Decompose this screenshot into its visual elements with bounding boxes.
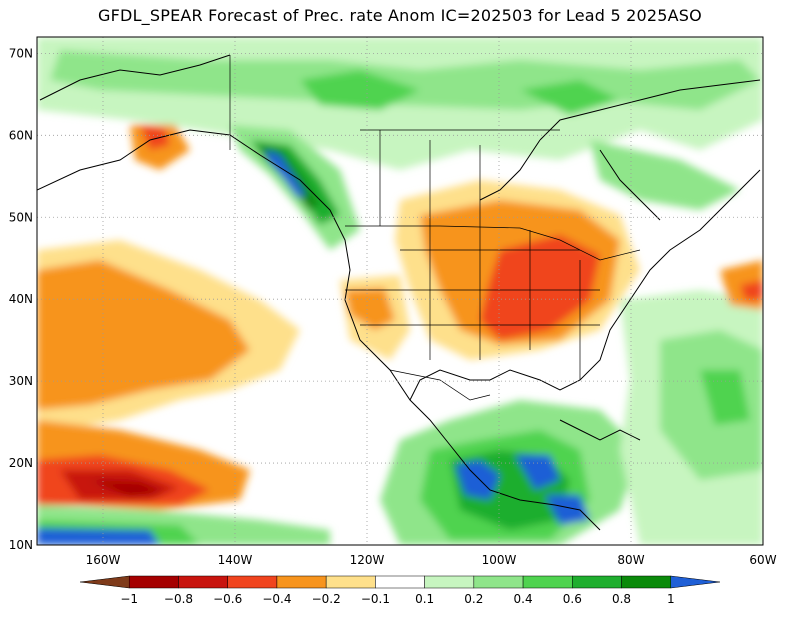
lon-label: 140W xyxy=(218,553,253,567)
latitude-labels: 70N 60N 50N 40N 30N 20N 10N xyxy=(9,46,33,552)
colorbar xyxy=(79,575,721,589)
colorbar-swatch xyxy=(522,575,573,589)
lat-label: 30N xyxy=(9,374,33,388)
lon-label: 60W xyxy=(749,553,776,567)
map-title: GFDL_SPEAR Forecast of Prec. rate Anom I… xyxy=(98,6,702,25)
colorbar-label: 0.1 xyxy=(415,592,434,606)
colorbar-label: 0.6 xyxy=(563,592,582,606)
lon-label: 160W xyxy=(86,553,121,567)
colorbar-label: −0.6 xyxy=(213,592,242,606)
lat-label: 70N xyxy=(9,46,33,60)
lat-label: 10N xyxy=(9,538,33,552)
lat-label: 40N xyxy=(9,292,33,306)
colorbar-label: 0.2 xyxy=(464,592,483,606)
colorbar-swatch xyxy=(276,575,327,589)
political-borders xyxy=(229,55,641,401)
colorbar-swatch xyxy=(572,575,622,589)
colorbar-label: 0.8 xyxy=(612,592,631,606)
colorbar-label: −0.8 xyxy=(164,592,193,606)
colorbar-swatch xyxy=(227,575,278,589)
lat-label: 60N xyxy=(9,128,33,142)
colorbar-swatch xyxy=(79,575,130,589)
colorbar-labels: −1 −0.8 −0.6 −0.4 −0.2 −0.1 0.1 0.2 0.4 0.6 0.8 1 xyxy=(120,592,674,606)
colorbar-swatch xyxy=(375,575,425,589)
lon-label: 100W xyxy=(482,553,517,567)
longitude-labels: 160W 140W 120W 100W 80W 60W xyxy=(86,553,777,567)
anomaly-field xyxy=(37,37,763,545)
lat-label: 50N xyxy=(9,210,33,224)
coastlines xyxy=(37,54,761,531)
colorbar-label: −0.4 xyxy=(262,592,291,606)
colorbar-swatch xyxy=(325,575,376,589)
colorbar-label: −0.2 xyxy=(312,592,341,606)
colorbar-label: 0.4 xyxy=(514,592,533,606)
lat-label: 20N xyxy=(9,456,33,470)
colorbar-label: −1 xyxy=(120,592,138,606)
colorbar-swatch xyxy=(670,575,721,589)
lon-label: 120W xyxy=(350,553,385,567)
colorbar-swatch xyxy=(621,575,672,589)
gridlines xyxy=(37,37,763,545)
colorbar-swatch xyxy=(473,575,524,589)
colorbar-swatch xyxy=(128,575,179,589)
colorbar-label: −0.1 xyxy=(361,592,390,606)
colorbar-swatch xyxy=(178,575,228,589)
map-frame xyxy=(36,36,764,546)
colorbar-label: 1 xyxy=(667,592,675,606)
lon-label: 80W xyxy=(617,553,644,567)
colorbar-swatch xyxy=(424,575,475,589)
